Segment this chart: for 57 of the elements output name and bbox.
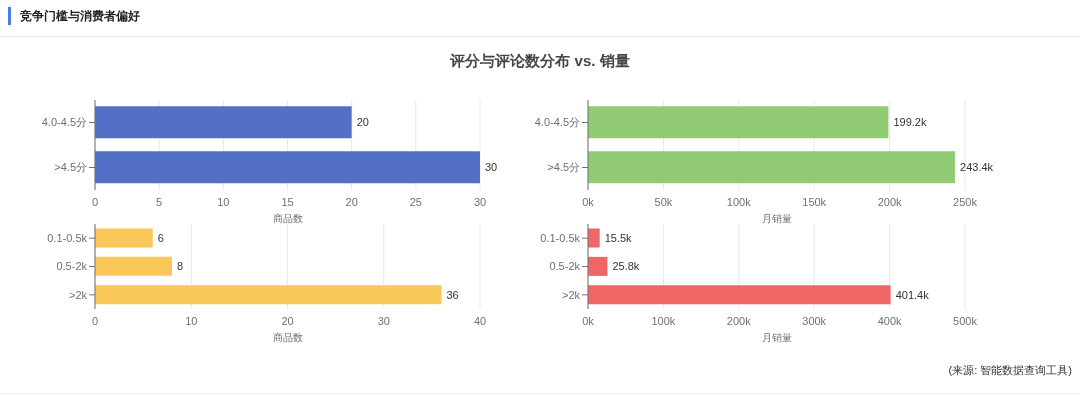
x-tick-label: 200k	[877, 195, 903, 208]
y-tick-label: >4.5分	[547, 161, 580, 174]
x-tick-label: 25	[409, 195, 422, 208]
data-label: 30	[485, 161, 498, 174]
x-tick-label: 200k	[726, 314, 752, 327]
x-tick-label: 40	[473, 314, 487, 327]
data-label: 25.8k	[612, 260, 640, 273]
y-tick-label: 4.0-4.5分	[41, 116, 87, 129]
bar	[588, 256, 608, 276]
bar	[95, 228, 153, 248]
x-tick-label: 300k	[802, 314, 827, 327]
x-tick-label: 150k	[802, 195, 827, 208]
x-axis-title: 商品数	[272, 332, 303, 343]
data-label: 6	[157, 231, 164, 244]
x-tick-label: 0k	[582, 195, 595, 208]
bar	[588, 228, 600, 248]
text: (来源: 智能数据查询工具)	[948, 363, 1072, 378]
x-tick-label: 10	[217, 195, 230, 208]
x-tick-label: 400k	[877, 314, 903, 327]
bar	[95, 256, 172, 276]
data-label: 401.4k	[895, 288, 930, 301]
y-tick-label: >4.5分	[54, 161, 87, 174]
x-tick-label: 20	[345, 195, 358, 208]
data-label: 20	[356, 116, 369, 129]
y-tick-label: 0.1-0.5k	[540, 232, 581, 245]
x-axis-title: 商品数	[272, 213, 303, 224]
data-label: 199.2k	[893, 116, 927, 129]
x-tick-label: 250k	[953, 195, 978, 208]
y-tick-label: 4.0-4.5分	[534, 116, 580, 129]
x-tick-label: 5	[156, 195, 163, 208]
x-tick-label: 0	[91, 195, 99, 208]
x-tick-label: 10	[185, 314, 198, 327]
x-tick-label: 0	[91, 314, 99, 327]
y-tick-label: 0.5-2k	[549, 260, 581, 273]
x-axis-title: 月销量	[761, 332, 792, 343]
y-tick-label: >2k	[561, 288, 581, 301]
x-tick-label: 15	[281, 195, 294, 208]
y-tick-label: >2k	[68, 288, 88, 301]
x-axis-title: 月销量	[761, 213, 792, 224]
x-tick-label: 0k	[582, 314, 595, 327]
chart-title: 竞争门槛与消费者偏好	[20, 7, 140, 25]
bar	[588, 285, 891, 305]
x-tick-label: 20	[281, 314, 294, 327]
text: 评分与评论数分布 vs. 销量	[448, 52, 631, 71]
data-label: 36	[446, 288, 459, 301]
x-tick-label: 50k	[654, 195, 673, 208]
y-tick-label: 0.1-0.5k	[47, 232, 88, 245]
y-tick-label: 0.5-2k	[56, 260, 88, 273]
data-label: 243.4k	[960, 161, 994, 174]
x-tick-label: 100k	[726, 195, 752, 208]
bar	[95, 285, 442, 305]
x-tick-label: 100k	[651, 314, 676, 327]
x-tick-label: 30	[377, 314, 390, 327]
x-tick-label: 500k	[953, 314, 978, 327]
data-label: 15.5k	[604, 231, 633, 244]
data-label: 8	[177, 260, 184, 273]
x-tick-label: 30	[473, 195, 487, 208]
